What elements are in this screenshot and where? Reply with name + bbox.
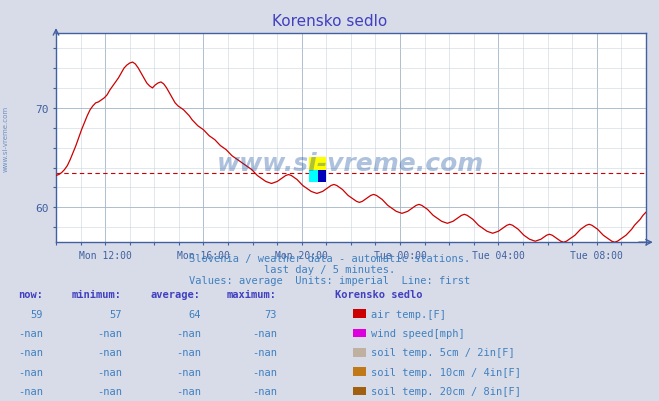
Text: -nan: -nan: [176, 367, 201, 377]
Text: soil temp. 20cm / 8in[F]: soil temp. 20cm / 8in[F]: [371, 386, 521, 396]
Text: 59: 59: [30, 309, 43, 319]
Text: -nan: -nan: [252, 348, 277, 357]
Text: maximum:: maximum:: [227, 290, 277, 300]
Text: -nan: -nan: [97, 386, 122, 396]
Text: last day / 5 minutes.: last day / 5 minutes.: [264, 265, 395, 274]
Text: -nan: -nan: [97, 348, 122, 357]
Text: www.si-vreme.com: www.si-vreme.com: [2, 105, 9, 171]
Text: -nan: -nan: [18, 348, 43, 357]
Text: -nan: -nan: [18, 386, 43, 396]
Text: Korensko sedlo: Korensko sedlo: [272, 14, 387, 29]
Text: 57: 57: [109, 309, 122, 319]
Text: 73: 73: [264, 309, 277, 319]
Text: average:: average:: [151, 290, 201, 300]
Text: www.si-vreme.com: www.si-vreme.com: [217, 152, 484, 175]
Text: air temp.[F]: air temp.[F]: [371, 309, 446, 319]
Text: Slovenia / weather data - automatic stations.: Slovenia / weather data - automatic stat…: [189, 254, 470, 263]
Text: now:: now:: [18, 290, 43, 300]
Text: -nan: -nan: [252, 367, 277, 377]
Text: -nan: -nan: [97, 328, 122, 338]
Text: wind speed[mph]: wind speed[mph]: [371, 328, 465, 338]
Text: -nan: -nan: [252, 328, 277, 338]
Text: Korensko sedlo: Korensko sedlo: [335, 290, 422, 300]
Text: -nan: -nan: [97, 367, 122, 377]
Text: -nan: -nan: [176, 328, 201, 338]
Bar: [309, 158, 326, 170]
Text: -nan: -nan: [176, 386, 201, 396]
Text: minimum:: minimum:: [72, 290, 122, 300]
Text: -nan: -nan: [18, 367, 43, 377]
Text: -nan: -nan: [176, 348, 201, 357]
Text: -nan: -nan: [252, 386, 277, 396]
Bar: [318, 170, 326, 182]
Text: Values: average  Units: imperial  Line: first: Values: average Units: imperial Line: fi…: [189, 276, 470, 286]
Text: soil temp. 5cm / 2in[F]: soil temp. 5cm / 2in[F]: [371, 348, 515, 357]
Text: soil temp. 10cm / 4in[F]: soil temp. 10cm / 4in[F]: [371, 367, 521, 377]
Bar: [309, 170, 318, 182]
Text: 64: 64: [188, 309, 201, 319]
Text: -nan: -nan: [18, 328, 43, 338]
